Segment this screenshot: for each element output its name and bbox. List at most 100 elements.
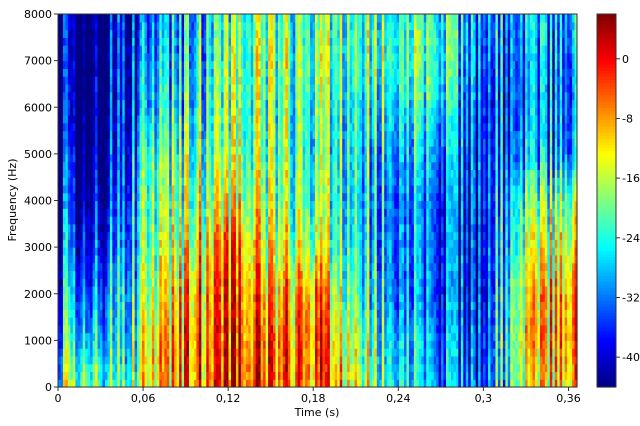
spectrogram-cell: [60, 332, 64, 341]
spectrogram-cell: [245, 324, 249, 334]
spectrogram-cell: [171, 309, 175, 318]
spectrogram-cell: [196, 379, 200, 388]
spectrogram-cell: [206, 169, 210, 178]
spectrogram-cell: [97, 278, 101, 287]
spectrogram-cell: [245, 91, 249, 101]
spectrogram-cell: [216, 21, 220, 31]
spectrogram-cell: [127, 301, 131, 310]
spectrogram-cell: [164, 293, 168, 303]
spectrogram-cell: [213, 324, 217, 334]
spectrogram-cell: [265, 76, 269, 85]
spectrogram-cell: [310, 130, 314, 139]
spectrogram-cell: [191, 309, 195, 318]
spectrogram-cell: [129, 29, 133, 38]
spectrogram-cell: [233, 285, 237, 295]
spectrogram-cell: [275, 340, 279, 349]
spectrogram-cell: [290, 301, 294, 310]
spectrogram-cell: [297, 122, 301, 132]
spectrogram-cell: [144, 309, 148, 318]
spectrogram-cell: [87, 107, 91, 116]
spectrogram-cell: [258, 83, 262, 93]
spectrogram-cell: [290, 184, 294, 194]
spectrogram-cell: [307, 285, 311, 295]
spectrogram-cell: [312, 29, 316, 38]
spectrogram-cell: [77, 161, 81, 171]
spectrogram-cell: [80, 371, 84, 380]
spectrogram-cell: [186, 52, 190, 62]
spectrogram-cell: [114, 107, 118, 116]
spectrogram-cell: [127, 177, 131, 186]
spectrogram-cell: [65, 107, 69, 116]
spectrogram-cell: [238, 68, 242, 77]
spectrogram-cell: [213, 115, 217, 124]
spectrogram-cell: [134, 324, 138, 334]
spectrogram-cell: [282, 130, 286, 139]
spectrogram-cell: [176, 270, 180, 279]
spectrogram-cell: [58, 153, 62, 163]
spectrogram-cell: [305, 254, 309, 264]
spectrogram-cell: [196, 115, 200, 124]
spectrogram-cell: [203, 45, 207, 54]
spectrogram-cell: [124, 192, 128, 202]
spectrogram-cell: [109, 348, 113, 357]
spectrogram-cell: [67, 153, 71, 163]
spectrogram-cell: [85, 223, 89, 233]
spectrogram-cell: [277, 21, 282, 31]
spectrogram-cell: [206, 293, 210, 303]
spectrogram-cell: [223, 29, 227, 38]
spectrogram-cell: [235, 270, 240, 279]
spectrogram-cell: [221, 192, 225, 202]
spectrogram-cell: [75, 239, 79, 248]
spectrogram-cell: [181, 184, 185, 194]
spectrogram-cell: [240, 169, 244, 178]
spectrogram-cell: [235, 14, 240, 23]
spectrogram-cell: [297, 348, 301, 357]
spectrogram-cell: [315, 363, 319, 373]
spectrogram-cell: [132, 138, 136, 147]
spectrogram-cell: [77, 138, 81, 147]
spectrogram-cell: [203, 21, 207, 31]
spectrogram-cell: [124, 115, 128, 124]
spectrogram-cell: [233, 324, 237, 334]
spectrogram-cell: [287, 270, 291, 279]
spectrogram-cell: [176, 301, 180, 310]
spectrogram-cell: [82, 68, 86, 77]
spectrogram-cell: [179, 379, 183, 388]
spectrogram-cell: [312, 83, 316, 93]
spectrogram-cell: [58, 317, 62, 326]
spectrogram-cell: [253, 76, 257, 85]
spectrogram-cell: [213, 216, 217, 225]
spectrogram-cell: [268, 107, 272, 116]
spectrogram-cell: [287, 231, 291, 240]
spectrogram-cell: [203, 169, 207, 178]
spectrogram-cell: [134, 262, 138, 272]
spectrogram-cell: [193, 161, 197, 171]
spectrogram-cell: [164, 122, 168, 132]
spectrogram-cell: [275, 278, 279, 287]
spectrogram-cell: [166, 301, 170, 310]
spectrogram-cell: [142, 107, 146, 116]
spectrogram-cell: [287, 153, 291, 163]
spectrogram-cell: [263, 60, 267, 69]
spectrogram-cell: [159, 231, 163, 240]
spectrogram-cell: [67, 216, 71, 225]
spectrogram-cell: [70, 68, 74, 77]
spectrogram-cell: [179, 99, 183, 108]
spectrogram-cell: [117, 184, 121, 194]
spectrogram-cell: [285, 21, 289, 31]
spectrogram-cell: [154, 247, 158, 256]
spectrogram-cell: [315, 379, 319, 388]
spectrogram-cell: [275, 122, 279, 132]
spectrogram-cell: [127, 379, 131, 388]
spectrogram-cell: [161, 278, 165, 287]
spectrogram-cell: [60, 247, 64, 256]
spectrogram-cell: [149, 309, 153, 318]
spectrogram-cell: [255, 14, 259, 23]
spectrogram-cell: [144, 355, 148, 365]
spectrogram-cell: [196, 278, 200, 287]
spectrogram-cell: [169, 371, 173, 380]
spectrogram-cell: [216, 340, 220, 349]
spectrogram-cell: [149, 68, 153, 77]
spectrogram-cell: [201, 363, 205, 373]
spectrogram-cell: [253, 332, 257, 341]
